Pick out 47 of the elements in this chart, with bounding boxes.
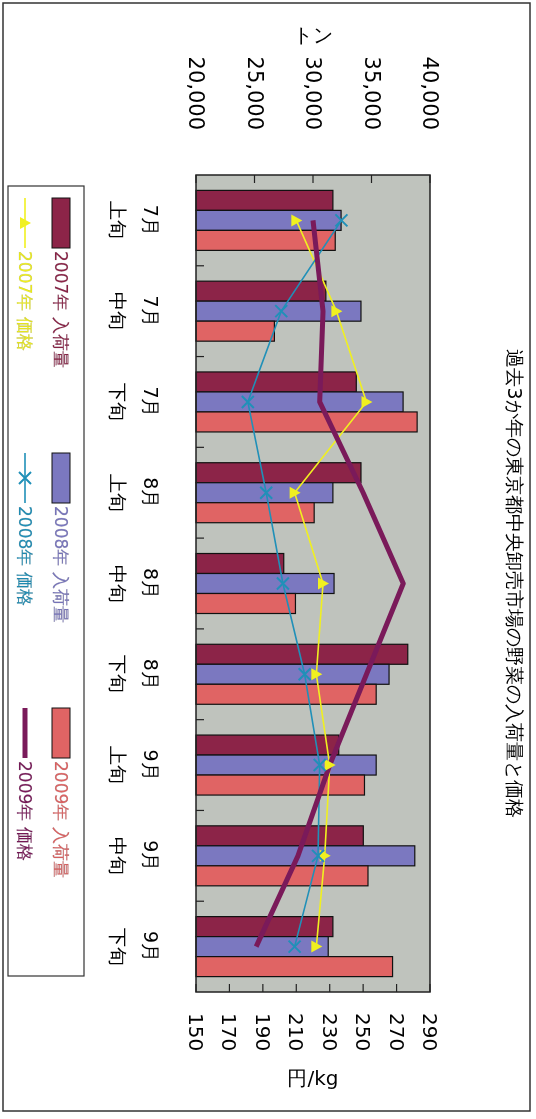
x2-axis-title: トン [293, 23, 333, 47]
point [289, 486, 301, 499]
text: 2007年 価格 [15, 251, 35, 351]
point [311, 668, 323, 681]
x-tick-label: 170 [217, 1013, 242, 1052]
x-tick-label: 270 [384, 1013, 409, 1052]
point [274, 304, 289, 319]
point [311, 848, 326, 863]
x-tick-label: 230 [317, 1013, 342, 1052]
y-tick-label: 8月中旬 [107, 564, 162, 603]
point [287, 939, 302, 954]
y-tick-label: 7月中旬 [107, 292, 162, 331]
y-tick-label: 7月上旬 [107, 201, 162, 240]
y-tick-label: 7月下旬 [107, 382, 162, 421]
y-tick-label: 9月下旬 [107, 927, 162, 966]
x-tick-label: 290 [418, 1013, 442, 1052]
text: 2009年 価格 [15, 761, 35, 861]
x2-tick-label: 20,000 [184, 56, 208, 130]
text: 2009年 入荷量 [51, 761, 71, 878]
point [275, 576, 290, 591]
point [259, 485, 274, 500]
text: 2008年 価格 [15, 506, 35, 606]
point [311, 940, 323, 953]
x-tick-label: 150 [184, 1013, 208, 1052]
x2-tick-label: 40,000 [418, 56, 442, 130]
text: 2007年 入荷量 [51, 251, 71, 368]
x2-tick-label: 30,000 [301, 56, 325, 130]
point [240, 394, 255, 409]
x-axis-title: 円/kg [287, 1066, 339, 1090]
point [312, 758, 327, 773]
point [318, 577, 330, 590]
x2-tick-label: 35,000 [359, 56, 384, 130]
point [297, 667, 312, 682]
y-tick-label: 8月下旬 [107, 655, 162, 694]
x-tick-label: 190 [250, 1013, 275, 1052]
y-tick-label: 9月中旬 [107, 836, 162, 875]
x2-tick-label: 25,000 [242, 56, 267, 130]
y-tick-label: 8月上旬 [107, 473, 162, 512]
y-tick-label: 9月上旬 [107, 746, 162, 785]
text: 過去3か年の東京都中央卸売市場の野菜の入荷量と価格 [504, 349, 526, 818]
point [291, 214, 303, 227]
point [331, 305, 343, 318]
x-tick-label: 250 [351, 1013, 376, 1052]
text: 2008年 入荷量 [51, 506, 71, 623]
point [334, 213, 349, 228]
x-tick-label: 210 [284, 1013, 309, 1052]
point [361, 395, 373, 408]
